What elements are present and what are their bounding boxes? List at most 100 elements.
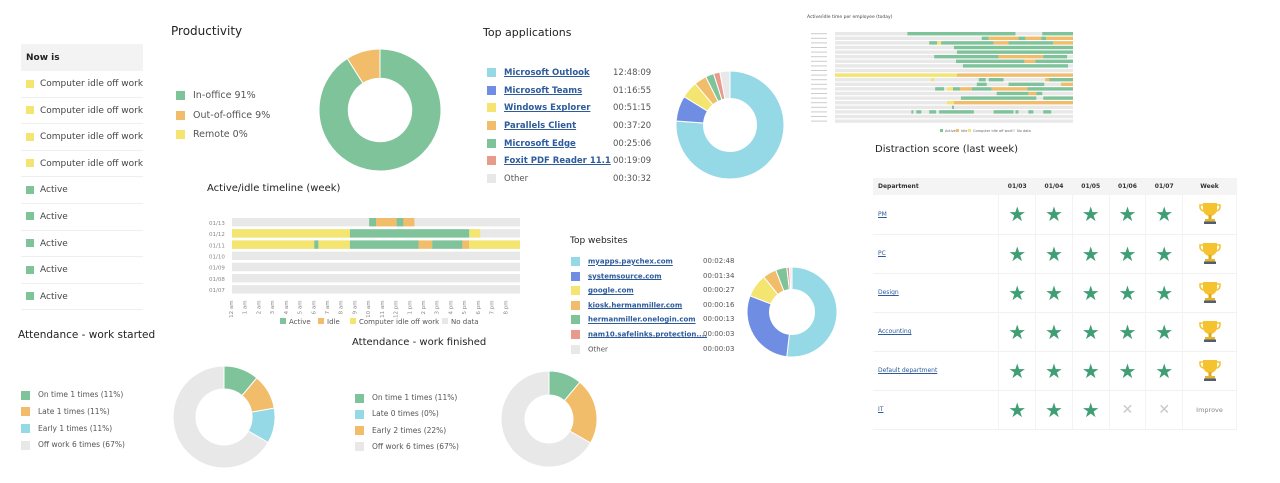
list-item[interactable]: Parallels Client 00:37:20 <box>487 121 677 139</box>
list-item[interactable]: myapps.paychex.com 00:02:48 <box>571 257 741 272</box>
list-item[interactable]: systemsource.com 00:01:34 <box>571 271 741 287</box>
item-link[interactable]: systemsource.com <box>588 272 662 281</box>
employee-row-background <box>835 114 1073 119</box>
timeline-segment-active <box>349 229 470 238</box>
timeline-segment-offwork <box>232 229 350 238</box>
employee-segment-active <box>1042 32 1073 36</box>
item-link[interactable]: Foxit PDF Reader 11.1 <box>504 156 611 167</box>
legend-swatch-icon <box>21 440 30 450</box>
item-link[interactable]: Parallels Client <box>504 121 577 132</box>
status-swatch-icon <box>26 159 34 168</box>
timeline-segment-offwork <box>469 229 481 238</box>
list-item[interactable]: Windows Explorer 00:51:15 <box>487 103 677 121</box>
list-item[interactable]: Microsoft Edge 00:25:06 <box>487 138 677 157</box>
employee-name-label <box>811 33 827 35</box>
department-link[interactable]: Default department <box>878 367 938 374</box>
x-tick-label: 6 pm <box>476 300 482 314</box>
timeline-title: Active/idle timeline (week) <box>207 183 341 194</box>
item-link[interactable]: Microsoft Teams <box>504 85 583 96</box>
score-cell: ★ <box>1072 390 1110 430</box>
status-swatch-icon <box>26 265 34 274</box>
legend-swatch-icon <box>355 409 364 419</box>
item-link[interactable]: Microsoft Edge <box>504 138 576 149</box>
week-cell <box>1182 234 1237 274</box>
list-item[interactable]: hermanmiller.onelogin.com 00:00:13 <box>571 315 741 330</box>
status-swatch-icon <box>26 212 34 221</box>
list-item[interactable]: Foxit PDF Reader 11.1 00:19:09 <box>487 156 677 174</box>
employee-segment-offwork <box>931 78 935 82</box>
score-cell: ★ <box>1035 351 1073 391</box>
item-link[interactable]: Windows Explorer <box>504 103 591 114</box>
item-time: 00:00:03 <box>703 329 735 338</box>
timeline-segment-active <box>314 240 319 249</box>
legend-item: On time 1 times (11%) <box>21 390 125 407</box>
item-time: 00:25:06 <box>613 138 652 149</box>
week-cell <box>1182 273 1237 313</box>
productivity-legend: In-office 91% Out-of-office 9% Remote 0% <box>176 90 270 149</box>
legend-label: Late 0 times (0%) <box>372 409 439 419</box>
legend-swatch-icon <box>571 315 580 325</box>
employee-segment-active <box>911 110 914 114</box>
legend-swatch-icon <box>571 257 580 266</box>
employee-segment-active <box>962 64 1069 68</box>
top-websites-title: Top websites <box>570 236 628 246</box>
department-link[interactable]: PM <box>878 210 887 218</box>
employee-name-label <box>811 97 827 99</box>
department-cell: IT <box>873 390 1000 430</box>
legend-label: Remote 0% <box>193 129 248 140</box>
employee-segment-active <box>952 105 954 109</box>
x-tick-label: 9 am <box>352 300 358 314</box>
employee-name-label <box>811 37 827 39</box>
now-is-row: Computer idle off work <box>21 98 143 125</box>
donut-slice-in-office <box>318 48 442 172</box>
employee-row-background <box>835 119 1073 123</box>
employee-segment-active <box>941 41 994 45</box>
item-link[interactable]: nam10.safelinks.protection.... <box>588 330 708 339</box>
x-tick-label: 11 am <box>380 300 386 317</box>
donut-slice-out-of-office <box>346 48 381 84</box>
now-is-row: Computer idle off work <box>21 71 143 98</box>
legend-item: Out-of-office 9% <box>176 110 270 130</box>
list-item[interactable]: Microsoft Teams 01:16:55 <box>487 85 677 104</box>
list-item[interactable]: kiosk.hermanmiller.com 00:00:16 <box>571 300 741 316</box>
department-link[interactable]: Design <box>878 289 899 296</box>
star-icon: ★ <box>1118 358 1137 383</box>
list-item[interactable]: google.com 00:00:27 <box>571 286 741 301</box>
donut-slice-myapps-paychex-com <box>786 266 838 358</box>
employee-row-background <box>835 91 1073 96</box>
now-is-status: Active <box>40 265 68 276</box>
x-tick-label: 12 am <box>229 300 235 317</box>
score-cell: ★ <box>998 312 1037 352</box>
trophy-icon <box>1198 203 1221 225</box>
star-icon: ★ <box>1081 319 1100 344</box>
score-cell: ★ <box>1035 312 1073 352</box>
item-link[interactable]: Microsoft Outlook <box>504 68 590 78</box>
legend-label: Off work 6 times (67%) <box>372 441 459 451</box>
list-item[interactable]: Microsoft Outlook 12:48:09 <box>487 68 677 86</box>
employee-segment-active <box>907 32 1016 36</box>
department-link[interactable]: Accounting <box>878 328 912 335</box>
employee-segment-active <box>981 36 989 40</box>
legend-item: Remote 0% <box>176 129 270 149</box>
timeline-segment-active <box>369 218 376 227</box>
employee-segment-idle <box>1046 36 1073 40</box>
item-link[interactable]: myapps.paychex.com <box>588 257 673 266</box>
legend-item: On time 1 times (11%) <box>355 393 459 409</box>
trophy-icon <box>1198 281 1221 303</box>
legend-item: Early 2 times (22%) <box>355 426 459 442</box>
top-applications-donut-chart <box>675 70 785 180</box>
item-link[interactable]: hermanmiller.onelogin.com <box>588 315 696 324</box>
list-item[interactable]: nam10.safelinks.protection.... 00:00:03 <box>571 329 741 345</box>
score-cell: ★ <box>998 390 1037 430</box>
star-icon: ★ <box>1155 319 1174 344</box>
item-link[interactable]: google.com <box>588 286 634 295</box>
department-link[interactable]: PC <box>878 250 886 257</box>
employee-row-background <box>835 64 1073 68</box>
department-link[interactable]: IT <box>878 406 884 413</box>
item-link[interactable]: kiosk.hermanmiller.com <box>588 301 683 310</box>
score-cell: ★ <box>1145 273 1184 313</box>
employee-segment-offwork <box>937 41 942 45</box>
employee-segment-active <box>976 82 987 86</box>
employee-name-label <box>811 60 827 62</box>
table-row: Default department ★ ★ ★ ★ ★ <box>873 351 1237 391</box>
